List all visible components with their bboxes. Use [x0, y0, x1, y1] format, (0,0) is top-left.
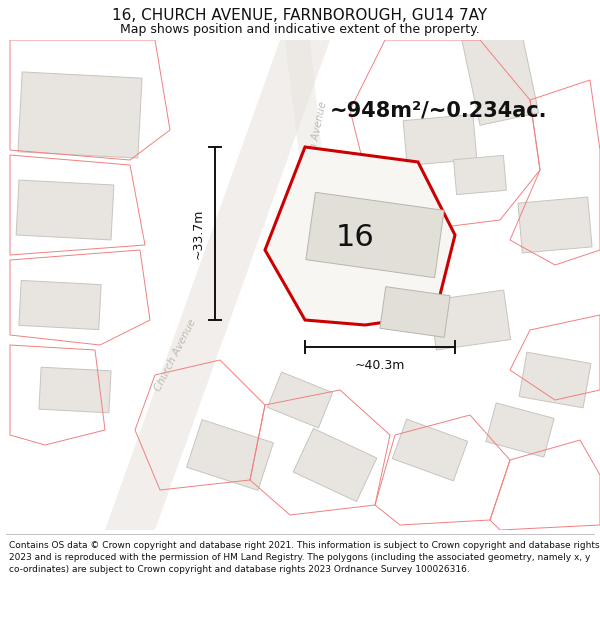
- Polygon shape: [187, 419, 274, 491]
- Text: Church Avenue: Church Avenue: [302, 100, 328, 180]
- Polygon shape: [486, 403, 554, 457]
- Polygon shape: [105, 40, 330, 530]
- Text: 16, CHURCH AVENUE, FARNBOROUGH, GU14 7AY: 16, CHURCH AVENUE, FARNBOROUGH, GU14 7AY: [112, 8, 488, 23]
- Text: Map shows position and indicative extent of the property.: Map shows position and indicative extent…: [120, 23, 480, 36]
- Polygon shape: [18, 72, 142, 158]
- Polygon shape: [430, 290, 511, 350]
- Text: ~40.3m: ~40.3m: [355, 359, 405, 372]
- Text: ~33.7m: ~33.7m: [192, 208, 205, 259]
- Polygon shape: [518, 197, 592, 253]
- Polygon shape: [454, 156, 506, 194]
- Polygon shape: [403, 114, 477, 166]
- Text: 16: 16: [335, 224, 374, 253]
- Text: ~948m²/~0.234ac.: ~948m²/~0.234ac.: [330, 100, 548, 120]
- Polygon shape: [16, 180, 114, 240]
- Text: Church Avenue: Church Avenue: [152, 318, 197, 392]
- Polygon shape: [392, 419, 468, 481]
- Text: Contains OS data © Crown copyright and database right 2021. This information is : Contains OS data © Crown copyright and d…: [9, 541, 599, 574]
- Polygon shape: [39, 368, 111, 413]
- Polygon shape: [293, 429, 377, 501]
- Polygon shape: [306, 192, 444, 278]
- Polygon shape: [380, 287, 450, 338]
- Polygon shape: [519, 352, 591, 408]
- Polygon shape: [19, 281, 101, 329]
- Polygon shape: [268, 372, 332, 428]
- Polygon shape: [285, 40, 330, 230]
- Polygon shape: [461, 25, 539, 125]
- Polygon shape: [265, 147, 455, 325]
